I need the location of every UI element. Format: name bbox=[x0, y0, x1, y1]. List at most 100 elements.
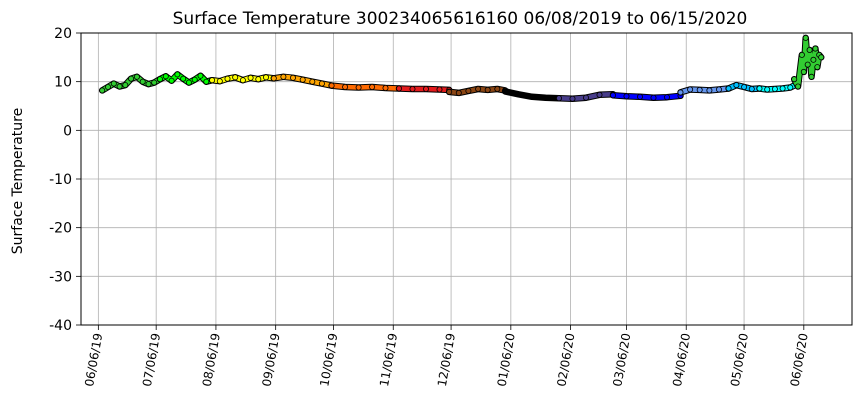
series-band-fill bbox=[610, 93, 683, 100]
data-series-14 bbox=[790, 34, 825, 90]
data-point bbox=[475, 86, 482, 93]
data-point bbox=[529, 93, 536, 100]
data-series-5 bbox=[328, 82, 403, 92]
x-tick-label: 08/06/19 bbox=[200, 332, 223, 388]
data-point bbox=[687, 86, 694, 93]
x-tick-label: 06/06/20 bbox=[788, 332, 811, 388]
data-point bbox=[318, 80, 325, 87]
data-point bbox=[342, 84, 349, 91]
data-point bbox=[191, 76, 198, 83]
x-tick-label: 06/06/19 bbox=[82, 332, 105, 388]
x-tick-label: 07/06/19 bbox=[140, 332, 163, 388]
data-series-2 bbox=[156, 71, 216, 86]
data-point bbox=[795, 83, 802, 90]
data-point bbox=[122, 82, 129, 89]
data-series-10 bbox=[609, 92, 684, 101]
data-point bbox=[771, 86, 778, 93]
data-point bbox=[382, 85, 389, 92]
data-point bbox=[733, 82, 740, 89]
data-point bbox=[180, 75, 187, 82]
data-point bbox=[239, 77, 246, 84]
x-tick-label: 03/06/20 bbox=[610, 332, 633, 388]
data-point bbox=[162, 73, 169, 80]
data-point bbox=[395, 85, 402, 92]
x-tick-label: 02/06/20 bbox=[554, 332, 577, 388]
x-tick-label: 11/06/19 bbox=[377, 332, 400, 388]
data-series-6 bbox=[395, 85, 453, 94]
y-tick-label: -20 bbox=[49, 221, 72, 237]
data-point bbox=[369, 84, 376, 91]
data-point bbox=[446, 88, 453, 95]
data-series-1 bbox=[98, 73, 164, 94]
data-point bbox=[116, 83, 123, 90]
data-point bbox=[185, 79, 192, 86]
data-point bbox=[105, 84, 112, 91]
y-tick-labels: -40 -30 -20 -10 0 10 20 bbox=[49, 26, 72, 334]
data-series-3 bbox=[208, 74, 278, 85]
data-series-9 bbox=[555, 91, 617, 102]
data-point bbox=[725, 85, 732, 92]
data-point bbox=[596, 91, 603, 98]
x-tick-label: 10/06/19 bbox=[317, 332, 340, 388]
data-point bbox=[203, 78, 210, 85]
data-point bbox=[810, 56, 817, 63]
y-tick-label: 10 bbox=[54, 75, 72, 91]
data-point bbox=[798, 51, 805, 58]
data-point bbox=[800, 68, 807, 75]
data-point bbox=[99, 87, 106, 94]
data-point bbox=[465, 87, 472, 94]
data-point bbox=[706, 87, 713, 94]
data-point bbox=[289, 74, 296, 81]
y-tick-label: -10 bbox=[49, 172, 72, 188]
y-tick-label: -40 bbox=[49, 318, 72, 334]
data-point bbox=[787, 84, 794, 91]
data-point bbox=[812, 45, 819, 52]
axis-ticks bbox=[76, 32, 805, 330]
data-point bbox=[502, 88, 509, 95]
data-point bbox=[299, 76, 306, 83]
data-point bbox=[818, 54, 825, 61]
data-point bbox=[232, 74, 239, 81]
data-point bbox=[756, 85, 763, 92]
data-point bbox=[650, 94, 657, 101]
data-point bbox=[455, 89, 462, 96]
data-point bbox=[696, 86, 703, 93]
data-point bbox=[409, 86, 416, 93]
data-point bbox=[814, 64, 821, 71]
data-point bbox=[664, 94, 671, 101]
data-point bbox=[542, 94, 549, 101]
data-point bbox=[569, 95, 576, 102]
chart-title: Surface Temperature 300234065616160 06/0… bbox=[173, 9, 748, 29]
data-point bbox=[802, 34, 809, 41]
data-point bbox=[422, 86, 429, 93]
data-point bbox=[280, 73, 287, 80]
data-point bbox=[637, 93, 644, 100]
data-point bbox=[151, 79, 158, 86]
data-point bbox=[328, 82, 335, 89]
x-tick-label: 05/06/20 bbox=[728, 332, 751, 388]
data-point bbox=[139, 78, 146, 85]
data-series-4 bbox=[270, 73, 335, 89]
x-tick-label: 01/06/20 bbox=[495, 332, 518, 388]
x-tick-labels: 06/06/19 07/06/19 08/06/19 09/06/19 10/06/19… bbox=[82, 332, 811, 388]
data-point bbox=[197, 72, 204, 79]
y-tick-label: -30 bbox=[49, 269, 72, 285]
data-point bbox=[484, 86, 491, 93]
data-point bbox=[168, 77, 175, 84]
data-point bbox=[677, 89, 684, 96]
data-point bbox=[764, 86, 771, 93]
series-band-fill bbox=[329, 83, 402, 91]
data-series-layer bbox=[98, 34, 825, 102]
data-series-7 bbox=[445, 85, 509, 97]
y-tick-label: 20 bbox=[54, 26, 72, 42]
y-axis-label: Surface Temperature bbox=[10, 108, 26, 254]
data-point bbox=[804, 61, 811, 68]
data-point bbox=[741, 84, 748, 91]
data-point bbox=[110, 80, 117, 87]
data-point bbox=[145, 81, 152, 88]
y-tick-label: 0 bbox=[63, 123, 72, 139]
data-point bbox=[209, 77, 216, 84]
series-band-fill bbox=[157, 72, 215, 85]
